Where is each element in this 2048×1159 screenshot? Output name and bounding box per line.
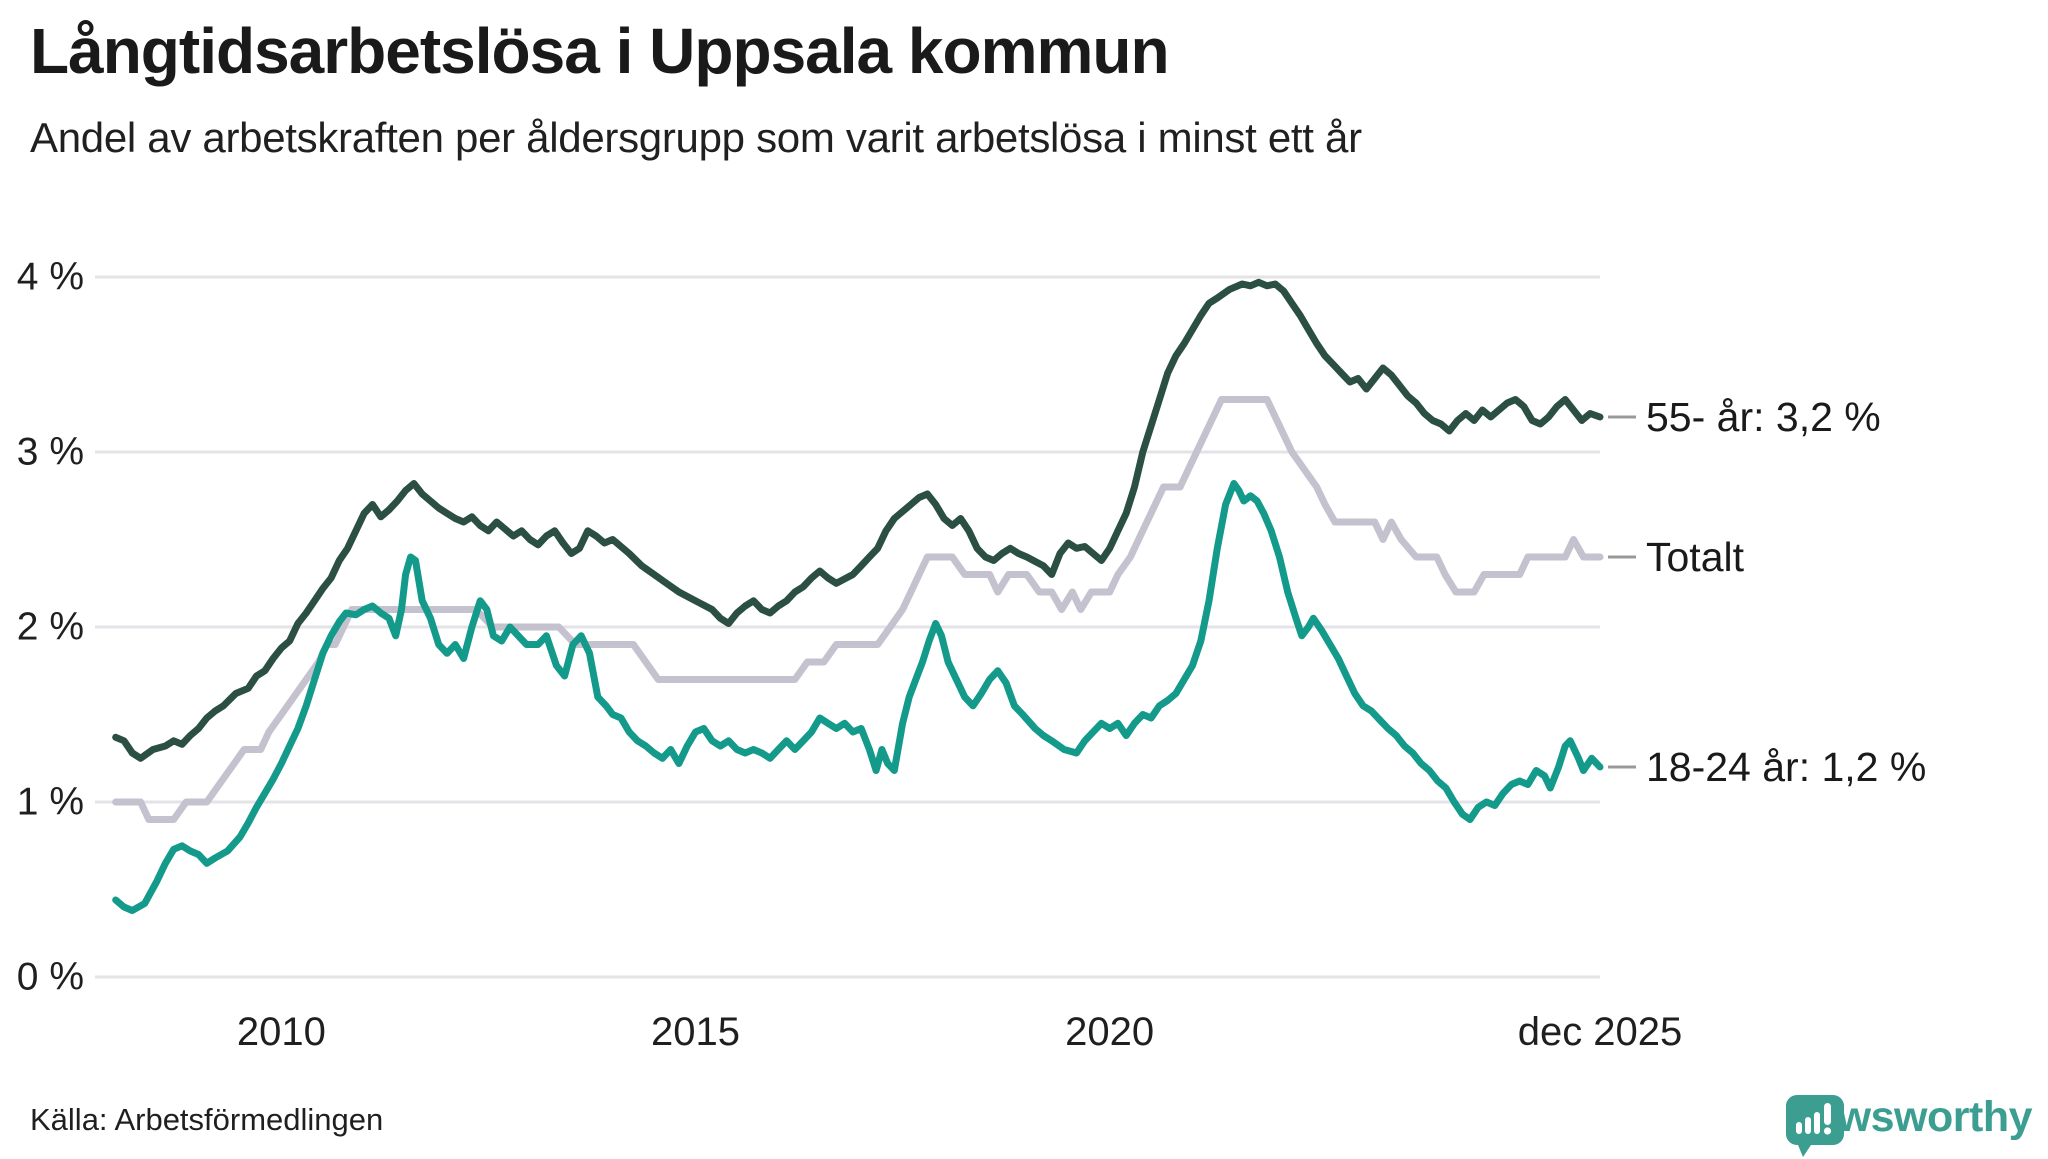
- x-tick-label: 2015: [651, 1010, 740, 1054]
- series-line-Totalt: [112, 396, 1604, 823]
- brand-footer: Newsworthy: [1784, 1093, 2033, 1157]
- chart-subtitle: Andel av arbetskraften per åldersgrupp s…: [30, 114, 1362, 161]
- y-tick-label: 1 %: [17, 781, 84, 824]
- source-note: Källa: Arbetsförmedlingen: [30, 1102, 384, 1137]
- y-tick-label: 4 %: [17, 256, 84, 299]
- y-tick-label: 3 %: [17, 431, 84, 474]
- x-tick-label: dec 2025: [1518, 1010, 1683, 1054]
- series-line-55-år: [112, 278, 1604, 762]
- series-end-label: 18-24 år: 1,2 %: [1646, 744, 1926, 790]
- chart-header: Långtidsarbetslösa i Uppsala kommun Ande…: [30, 14, 2020, 162]
- series-end-label: 55- år: 3,2 %: [1646, 394, 1881, 440]
- series-line-18-24år: [112, 480, 1604, 914]
- y-tick-label: 0 %: [17, 956, 84, 999]
- newsworthy-logo-icon: [1785, 1095, 1844, 1157]
- series-end-label: Totalt: [1646, 534, 1745, 580]
- x-tick-label: 2010: [237, 1010, 326, 1054]
- x-tick-label: 2020: [1065, 1010, 1154, 1054]
- y-tick-label: 2 %: [17, 606, 84, 649]
- page-title: Långtidsarbetslösa i Uppsala kommun: [30, 15, 1170, 87]
